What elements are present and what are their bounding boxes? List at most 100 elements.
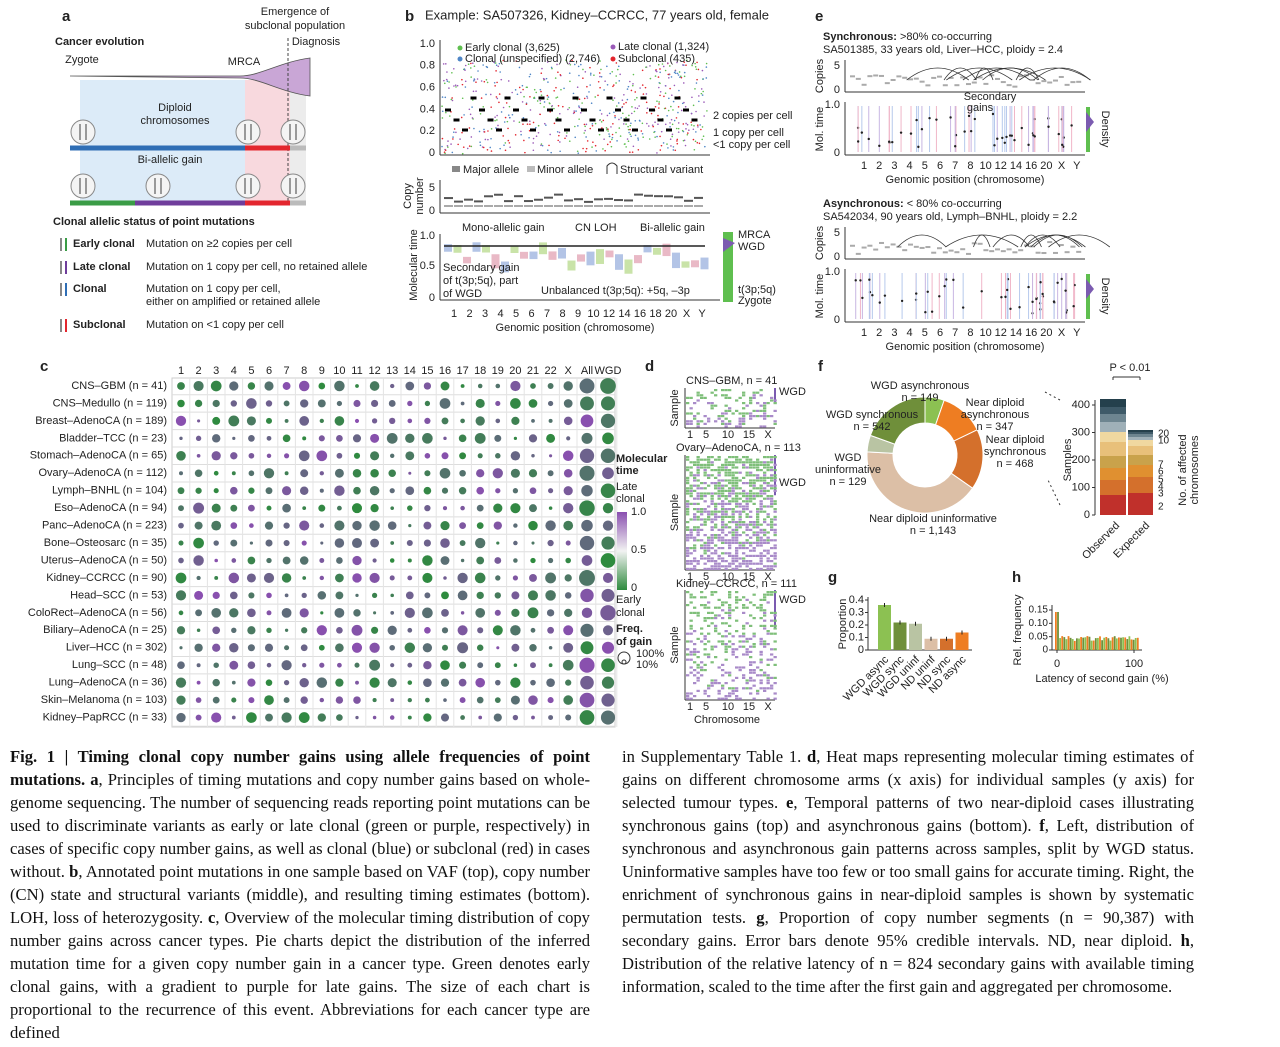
tick-label: 20 [1158, 429, 1170, 440]
pie [423, 539, 431, 547]
dot [700, 92, 703, 95]
pie [214, 558, 218, 563]
dot [969, 129, 973, 133]
tick-label: 1 [861, 327, 867, 339]
shape [879, 74, 884, 77]
cell [773, 663, 777, 666]
cell [703, 482, 707, 485]
cell [759, 505, 763, 508]
cell [693, 565, 697, 568]
cell [710, 552, 714, 555]
cell [686, 412, 690, 415]
shape [514, 205, 523, 207]
cell [696, 495, 700, 498]
dot [453, 85, 455, 87]
dot [653, 131, 655, 134]
cell [235, 119, 261, 145]
arc [945, 234, 1019, 248]
dot [490, 137, 492, 140]
label: WGD asynchronous [871, 380, 970, 392]
dot [673, 84, 676, 87]
dot [549, 133, 551, 136]
cell [742, 632, 746, 635]
pie [564, 592, 572, 599]
row-label: Ovary–AdenoCA (n = 112) [38, 467, 167, 479]
cell [749, 679, 753, 682]
cell [717, 515, 721, 518]
dot [669, 87, 671, 90]
cell [710, 536, 714, 539]
dot [578, 98, 581, 101]
label: n = 542 [853, 421, 890, 433]
pie [478, 715, 483, 720]
pie [511, 643, 520, 652]
shape [574, 198, 583, 201]
cell [724, 422, 728, 425]
cell [721, 422, 725, 425]
dot [636, 107, 639, 110]
dot [637, 139, 640, 141]
cell [710, 518, 714, 521]
dot [649, 77, 652, 80]
cell [724, 635, 728, 638]
stack [1100, 422, 1126, 432]
dot [585, 136, 587, 138]
dot [583, 97, 586, 100]
dot [550, 151, 552, 154]
pie [210, 380, 222, 392]
cell [717, 489, 721, 492]
line [850, 0, 861, 114]
cell [703, 396, 707, 399]
dot [529, 120, 531, 122]
cell [703, 635, 707, 638]
dot [497, 124, 499, 127]
dot [490, 106, 492, 108]
dot [696, 124, 699, 126]
pie [335, 573, 344, 583]
dot [604, 80, 606, 82]
dot [634, 119, 637, 122]
pie [177, 661, 185, 670]
cell [703, 648, 707, 651]
dot [663, 107, 666, 110]
cell [728, 521, 732, 524]
dot [1035, 297, 1038, 301]
cell [756, 523, 760, 526]
cell [689, 624, 693, 627]
cell [707, 461, 711, 464]
cell [752, 466, 756, 469]
cell [707, 624, 711, 627]
tick-label: 0.8 [420, 60, 435, 72]
cell [724, 458, 728, 461]
cell [759, 394, 763, 397]
shape [1058, 244, 1064, 247]
label: clonal [616, 493, 645, 505]
cell [759, 510, 763, 513]
cell [696, 484, 700, 487]
shape [634, 205, 643, 207]
shape [1006, 248, 1012, 251]
pie [529, 487, 537, 495]
dot [511, 91, 513, 94]
cell [742, 417, 746, 420]
cell [749, 671, 753, 674]
column-label: WGD [595, 365, 622, 377]
dot [629, 80, 631, 83]
pie [477, 383, 483, 389]
pie [510, 503, 521, 514]
dot [477, 70, 479, 72]
dot [553, 122, 556, 125]
cell [703, 422, 707, 425]
cell [689, 471, 693, 474]
pie [458, 434, 467, 443]
dot [562, 105, 564, 108]
cell [693, 549, 697, 552]
dot [878, 144, 881, 148]
cell [763, 531, 767, 534]
panel-label: g [828, 569, 837, 586]
tick-label: 200 [1072, 454, 1090, 466]
density [1086, 279, 1094, 299]
cell [735, 526, 739, 529]
shape [1018, 249, 1024, 252]
tick-label: 1 [687, 429, 693, 441]
